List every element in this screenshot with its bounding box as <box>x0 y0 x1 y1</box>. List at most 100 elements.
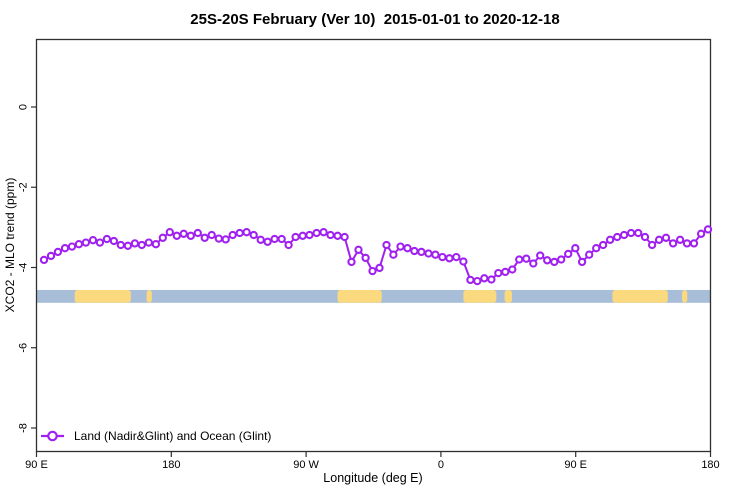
land-segment <box>146 289 152 303</box>
data-point-marker <box>640 232 650 242</box>
data-point-marker <box>137 240 146 250</box>
data-point-marker <box>571 244 580 253</box>
data-point-marker <box>130 239 140 248</box>
data-point-marker <box>81 238 91 247</box>
data-point-marker <box>67 242 77 251</box>
data-point-marker <box>46 251 56 261</box>
data-point-marker <box>550 257 559 267</box>
data-point-marker <box>186 231 195 240</box>
data-point-marker <box>508 265 517 274</box>
land-segment <box>612 289 668 303</box>
data-point-marker <box>347 257 356 267</box>
data-point-marker <box>696 229 706 238</box>
data-point-marker <box>389 250 398 259</box>
data-point-marker <box>682 239 692 248</box>
data-point-marker <box>438 252 447 262</box>
data-point-marker <box>88 236 98 245</box>
x-tick-label: 90 E <box>564 459 587 471</box>
y-tick-label: -2 <box>18 182 30 192</box>
data-point-marker <box>74 240 84 249</box>
data-point-marker <box>613 232 622 242</box>
data-point-marker <box>214 234 223 243</box>
data-point-marker <box>95 238 105 247</box>
y-tick-label: -4 <box>18 263 30 273</box>
data-point-marker <box>592 244 601 253</box>
y-tick-label: -6 <box>18 343 30 353</box>
data-point-marker <box>354 245 363 254</box>
data-point-marker <box>319 228 328 237</box>
data-point-marker <box>459 257 468 266</box>
data-point-marker <box>221 235 230 244</box>
data-point-marker <box>235 228 244 238</box>
data-point-marker <box>494 268 503 278</box>
data-point-marker <box>529 259 538 268</box>
x-axis-label: Longitude (deg E) <box>323 471 423 485</box>
data-point-marker <box>60 244 70 253</box>
land-segment <box>504 289 513 303</box>
data-point-marker <box>403 244 412 253</box>
y-tick-label: -8 <box>18 423 30 433</box>
data-point-marker <box>109 236 119 246</box>
data-point-marker <box>410 246 419 256</box>
land-segment <box>74 289 131 303</box>
plot-border <box>35 38 712 453</box>
data-point-marker <box>647 240 657 250</box>
data-point-marker <box>626 228 636 238</box>
data-point-marker <box>417 247 426 257</box>
data-point-marker <box>116 240 125 250</box>
data-point-marker <box>270 234 279 244</box>
x-tick-label: 180 <box>701 459 719 471</box>
data-point-marker <box>193 228 202 238</box>
chart-title: 25S-20S February (Ver 10) 2015-01-01 to … <box>190 11 560 28</box>
data-point-marker <box>200 233 209 242</box>
data-point-marker <box>431 250 440 259</box>
data-point-marker <box>179 229 188 238</box>
data-point-marker <box>39 255 49 265</box>
data-point-marker <box>158 233 167 242</box>
x-tick-label: 90 E <box>25 459 48 471</box>
data-point-marker <box>424 249 433 258</box>
data-point-marker <box>466 275 475 285</box>
land-segment <box>463 289 497 303</box>
data-point-marker <box>277 234 286 244</box>
data-point-marker <box>207 230 216 240</box>
data-point-marker <box>661 233 671 242</box>
data-point-marker <box>515 255 524 264</box>
data-point-marker <box>557 255 566 264</box>
data-point-marker <box>165 228 174 237</box>
data-point-marker <box>263 237 272 246</box>
data-point-marker <box>522 254 531 263</box>
data-point-marker <box>564 249 573 259</box>
data-point-marker <box>605 235 615 244</box>
data-point-marker <box>144 238 153 247</box>
data-point-marker <box>228 230 237 240</box>
land-segment <box>337 289 382 303</box>
data-point-marker <box>536 251 545 260</box>
data-point-marker <box>445 254 454 263</box>
data-point-marker <box>675 235 685 244</box>
data-point-marker <box>284 240 293 250</box>
data-point-marker <box>249 230 258 240</box>
data-point-marker <box>577 257 587 267</box>
data-point-marker <box>543 256 552 265</box>
data-point-marker <box>375 263 384 273</box>
data-point-marker <box>585 250 594 259</box>
data-point-marker <box>452 252 461 262</box>
data-point-marker <box>298 231 307 240</box>
data-point-marker <box>473 276 482 286</box>
data-point-marker <box>501 267 510 277</box>
data-point-marker <box>242 228 251 237</box>
x-tick-label: 0 <box>438 459 444 471</box>
data-point-marker <box>151 240 161 249</box>
land-segment <box>682 289 688 303</box>
data-point-marker <box>689 239 699 248</box>
data-point-marker <box>619 230 629 240</box>
legend-label: Land (Nadir&Glint) and Ocean (Glint) <box>74 429 271 443</box>
data-point-marker <box>312 228 321 238</box>
data-point-marker <box>333 231 342 240</box>
data-point-marker <box>256 235 265 244</box>
data-point-marker <box>396 242 405 251</box>
data-point-marker <box>172 231 181 240</box>
data-point-marker <box>654 235 664 244</box>
